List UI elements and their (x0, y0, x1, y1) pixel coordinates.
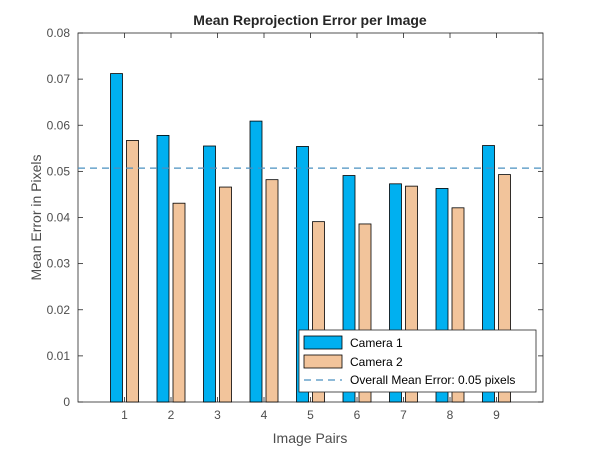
y-tick-label: 0.02 (47, 303, 71, 317)
y-tick-label: 0.05 (47, 164, 71, 178)
y-tick-label: 0 (63, 395, 70, 409)
legend-label-mean-line: Overall Mean Error: 0.05 pixels (350, 373, 515, 387)
bar-camera-2-pair-2 (172, 202, 186, 403)
legend-label-camera-1: Camera 1 (350, 336, 403, 350)
x-tick-label: 1 (121, 408, 128, 422)
legend: Camera 1 Camera 2 Overall Mean Error: 0.… (298, 329, 537, 393)
y-tick-label: 0.03 (47, 257, 71, 271)
bar-camera-1-pair-3 (203, 145, 216, 403)
y-axis: 0 0.01 0.02 0.03 0.04 0.05 0.06 0.07 0.08 (47, 26, 543, 409)
x-tick-label: 2 (168, 408, 175, 422)
legend-label-camera-2: Camera 2 (350, 355, 403, 369)
bar-camera-2-pair-1 (126, 140, 139, 403)
bar-camera-2-pair-4 (265, 179, 279, 403)
x-tick-label: 9 (493, 408, 500, 422)
x-tick-label: 3 (214, 408, 221, 422)
bar-camera-1-pair-1 (110, 73, 123, 403)
x-tick-label: 4 (261, 408, 268, 422)
legend-swatch-camera-2 (303, 354, 343, 369)
x-axis-label: Image Pairs (273, 430, 348, 446)
x-axis: 1 2 3 4 5 6 7 8 9 (121, 33, 500, 422)
chart-title: Mean Reprojection Error per Image (193, 12, 427, 28)
y-tick-label: 0.06 (47, 118, 71, 132)
bar-camera-1-pair-2 (156, 134, 170, 403)
y-tick-label: 0.08 (47, 26, 71, 40)
y-tick-label: 0.04 (47, 211, 71, 225)
x-tick-label: 5 (307, 408, 314, 422)
bar-camera-2-pair-3 (219, 186, 232, 403)
bar-camera-1-pair-4 (249, 120, 263, 403)
x-tick-label: 8 (447, 408, 454, 422)
legend-swatch-camera-1 (303, 335, 343, 350)
y-tick-label: 0.01 (47, 349, 71, 363)
y-tick-label: 0.07 (47, 72, 71, 86)
x-tick-label: 7 (400, 408, 407, 422)
x-tick-label: 6 (354, 408, 361, 422)
y-axis-label: Mean Error in Pixels (28, 154, 44, 280)
